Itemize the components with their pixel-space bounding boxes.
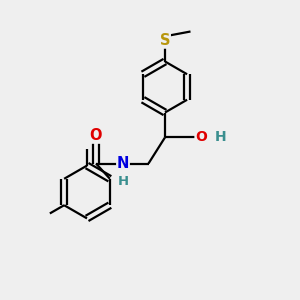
Text: H: H: [117, 175, 129, 188]
Text: S: S: [160, 33, 170, 48]
Text: O: O: [195, 130, 207, 144]
Text: O: O: [90, 128, 102, 143]
Text: N: N: [117, 156, 129, 171]
Text: H: H: [215, 130, 226, 144]
